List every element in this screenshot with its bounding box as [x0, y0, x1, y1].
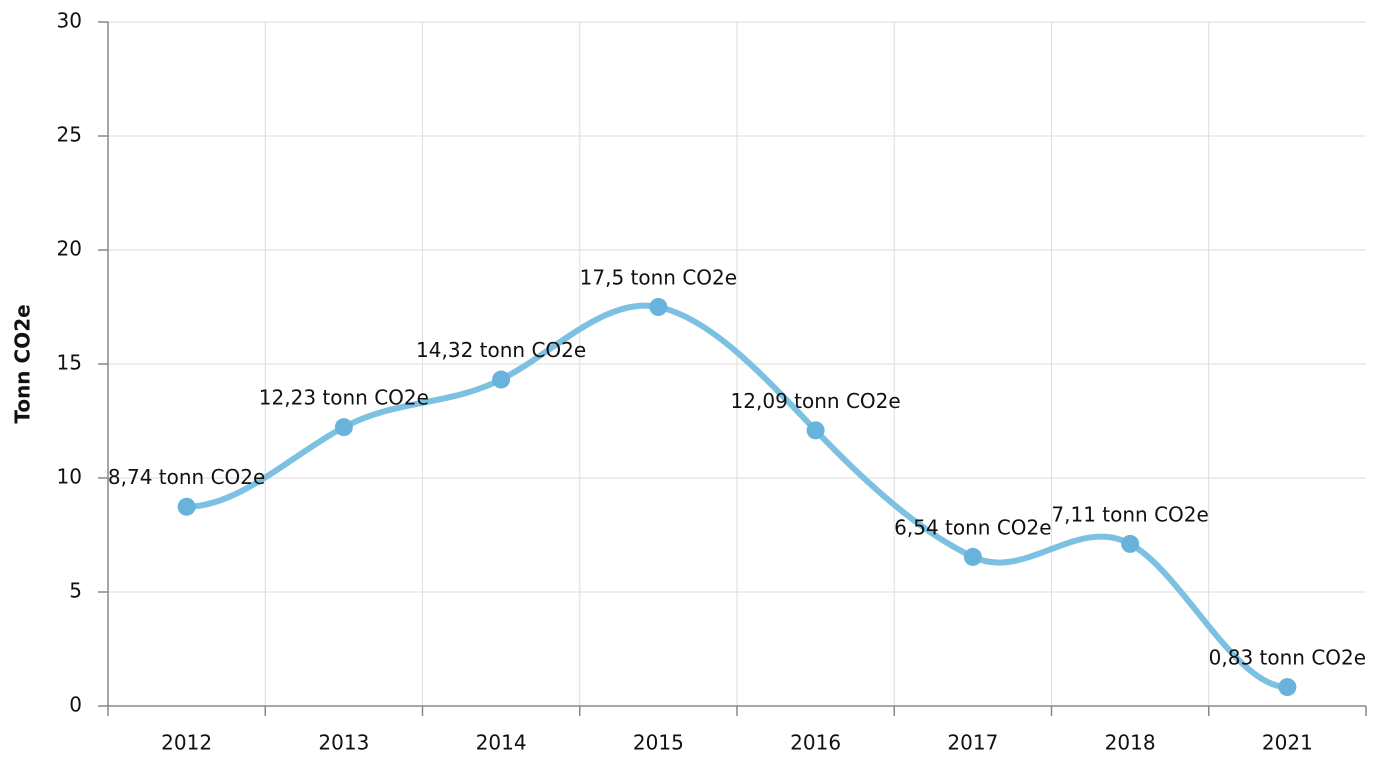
y-tick-label: 0 — [69, 693, 82, 717]
data-label: 0,83 tonn CO2e — [1209, 646, 1366, 670]
marker — [806, 421, 825, 440]
x-tick-label: 2014 — [476, 731, 527, 755]
marker — [492, 370, 511, 389]
y-tick-label: 10 — [57, 465, 82, 489]
x-tick-label: 2016 — [790, 731, 841, 755]
y-tick-label: 30 — [57, 9, 82, 33]
y-tick-label: 15 — [57, 351, 82, 375]
x-tick-label: 2015 — [633, 731, 684, 755]
x-tick-label: 2013 — [318, 731, 369, 755]
marker — [334, 418, 353, 437]
x-tick-label: 2021 — [1262, 731, 1313, 755]
y-axis-label: Tonn CO2e — [11, 304, 35, 423]
marker — [649, 298, 668, 316]
data-label: 6,54 tonn CO2e — [894, 515, 1051, 539]
data-label: 8,74 tonn CO2e — [108, 465, 265, 489]
data-label: 17,5 tonn CO2e — [580, 266, 737, 290]
y-tick-label: 20 — [57, 237, 82, 261]
y-tick-label: 25 — [57, 123, 82, 147]
marker — [1121, 534, 1140, 553]
x-tick-label: 2012 — [161, 731, 212, 755]
data-label: 14,32 tonn CO2e — [416, 338, 586, 362]
data-label: 12,09 tonn CO2e — [731, 389, 901, 413]
y-tick-label: 5 — [69, 579, 82, 603]
marker — [963, 547, 982, 566]
marker — [1278, 678, 1297, 697]
data-label: 12,23 tonn CO2e — [259, 386, 429, 410]
data-label: 7,11 tonn CO2e — [1051, 502, 1208, 526]
x-tick-label: 2018 — [1105, 731, 1156, 755]
marker — [177, 497, 196, 516]
x-tick-label: 2017 — [947, 731, 998, 755]
